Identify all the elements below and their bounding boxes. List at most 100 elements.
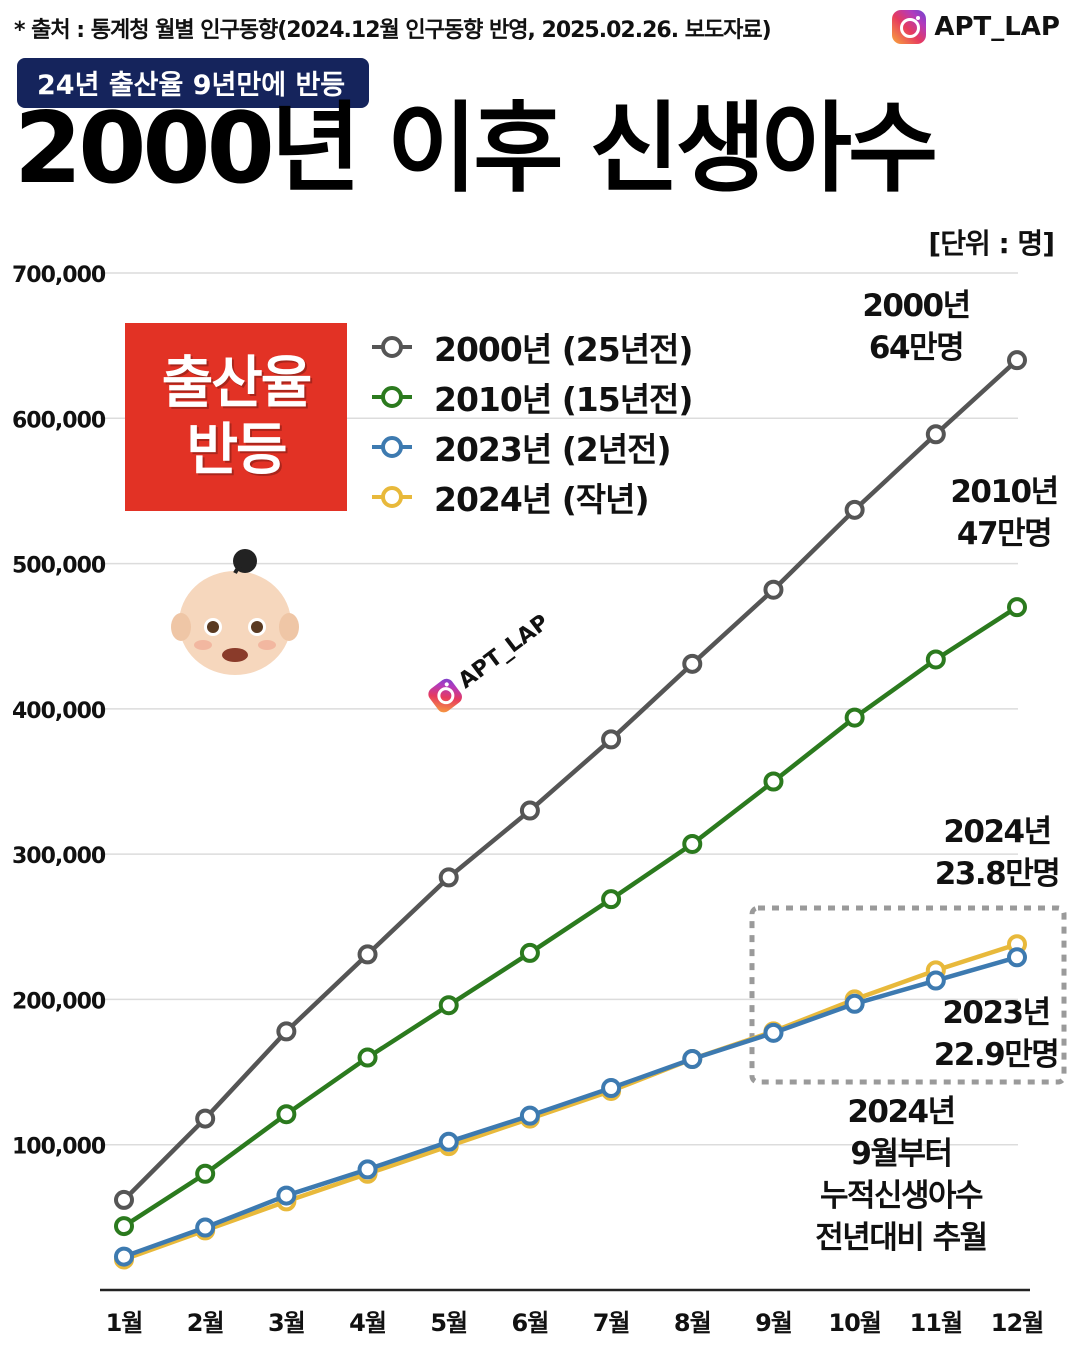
legend: 2000년 (25년전) 2010년 (15년전) 2023년 (2년전) 20… (372, 322, 694, 522)
data-point (925, 649, 946, 670)
data-point (682, 653, 703, 674)
brand: APT_LAP (892, 10, 1060, 44)
data-point (438, 995, 459, 1016)
annotation-text: 2024년 (943, 814, 1050, 850)
y-tick-label: 400,000 (12, 699, 106, 724)
data-point (1007, 597, 1027, 618)
x-tick-label: 1월 (106, 1309, 143, 1337)
data-point (763, 579, 784, 600)
annotation-text: 누적신생아수 (820, 1178, 983, 1214)
annotation-text: 23.8만명 (935, 856, 1060, 892)
baby-emoji-icon (171, 549, 299, 675)
x-tick-label: 12월 (991, 1309, 1043, 1337)
data-point (1007, 947, 1027, 968)
x-tick-label: 3월 (268, 1309, 305, 1337)
data-point (844, 707, 865, 728)
annotations: 2000년 64만명 2010년 47만명 2024년 23.8만명 2023년 22.9만명… (815, 288, 1060, 1256)
data-point (925, 424, 946, 445)
legend-label: 2010년 (15년전) (434, 380, 694, 419)
data-point (357, 1047, 378, 1068)
data-point (276, 1104, 297, 1125)
x-tick-label: 8월 (674, 1309, 711, 1337)
data-point (114, 1216, 134, 1237)
series-line (122, 358, 1019, 1202)
y-tick-label: 100,000 (12, 1135, 106, 1160)
page-title: 2000년 이후 신생아수 (14, 92, 938, 206)
y-tick-label: 500,000 (12, 554, 106, 579)
legend-label: 2024년 (작년) (434, 480, 650, 519)
annotation-text: 전년대비 추월 (815, 1220, 986, 1256)
x-tick-label: 10월 (828, 1309, 880, 1337)
legend-marker-2023 (372, 436, 412, 458)
x-tick-label: 5월 (430, 1309, 467, 1337)
y-tick-label: 200,000 (12, 989, 106, 1014)
rebound-badge: 출산율 반등 (125, 323, 347, 511)
headline-tag: 24년 출산율 9년만에 반등 (17, 58, 370, 108)
annotation-text: 64만명 (869, 330, 963, 366)
data-point (195, 1108, 216, 1129)
data-point (519, 942, 540, 963)
annotation-text: 2000년 (862, 288, 969, 324)
y-tick-label: 700,000 (12, 263, 106, 288)
legend-marker-2000 (372, 336, 412, 358)
data-point (195, 1163, 216, 1184)
annotation-text: 2023년 (942, 995, 1049, 1031)
x-tick-label: 6월 (512, 1309, 549, 1337)
data-point (357, 1159, 378, 1180)
brand-label: APT_LAP (934, 12, 1060, 42)
y-axis-ticks: 100,000 200,000 300,000 400,000 500,000 600,0… (12, 263, 107, 1160)
data-point (844, 993, 865, 1014)
data-point (1007, 350, 1027, 371)
data-point (682, 833, 703, 854)
badge-line-1: 출산율 (161, 350, 313, 416)
x-tick-label: 11월 (910, 1309, 962, 1337)
legend-item-2024: 2024년 (작년) (372, 472, 693, 522)
data-point (519, 800, 540, 821)
annotation-text: 22.9만명 (934, 1037, 1059, 1073)
x-tick-label: 2월 (187, 1309, 224, 1337)
series-line (122, 605, 1019, 1228)
badge-line-2: 반등 (186, 418, 287, 483)
data-point (276, 1185, 297, 1206)
legend-marker-2024 (372, 486, 412, 508)
series-line (123, 942, 1018, 1262)
annotation-text: 47만명 (957, 516, 1051, 552)
data-point (195, 1217, 216, 1238)
data-point (763, 1022, 784, 1043)
data-point (763, 771, 784, 792)
data-point (114, 1189, 134, 1210)
data-point (844, 499, 865, 520)
legend-item-2000: 2000년 (25년전) (372, 322, 694, 372)
series-2 (114, 947, 1027, 1267)
data-point (438, 1131, 459, 1152)
data-point (601, 1078, 622, 1099)
data-point (519, 1105, 540, 1126)
data-point (601, 889, 622, 910)
annotation-text: 9월부터 (850, 1136, 951, 1172)
data-point (682, 1048, 703, 1069)
unit-label: [단위 : 명] (928, 227, 1055, 260)
y-tick-label: 300,000 (12, 844, 106, 869)
instagram-icon (892, 10, 927, 44)
source-note: * 출처 : 통계청 월별 인구동향(2024.12월 인구동향 반영, 202… (14, 18, 772, 43)
legend-item-2023: 2023년 (2년전) (372, 422, 693, 472)
data-point (357, 944, 378, 965)
x-tick-label: 4월 (349, 1309, 386, 1337)
legend-label: 2000년 (25년전) (434, 330, 694, 369)
x-tick-label: 9월 (755, 1309, 792, 1337)
data-point (438, 867, 459, 888)
data-point (114, 1246, 134, 1267)
data-point (601, 729, 622, 750)
series-1 (114, 597, 1027, 1237)
annotation-text: 2010년 (950, 474, 1057, 510)
x-tick-label: 7월 (593, 1309, 630, 1337)
data-point (925, 970, 946, 991)
legend-marker-2010 (372, 386, 412, 408)
highlight-box (749, 905, 1067, 1085)
series-line (123, 955, 1018, 1259)
y-tick-label: 600,000 (12, 408, 106, 433)
annotation-text: 2024년 (847, 1094, 954, 1130)
x-axis-ticks: 1월 2월 3월 4월 5월 6월 7월 8월 9월 10월 11월 12월 (106, 1309, 1045, 1337)
data-point (276, 1021, 297, 1042)
